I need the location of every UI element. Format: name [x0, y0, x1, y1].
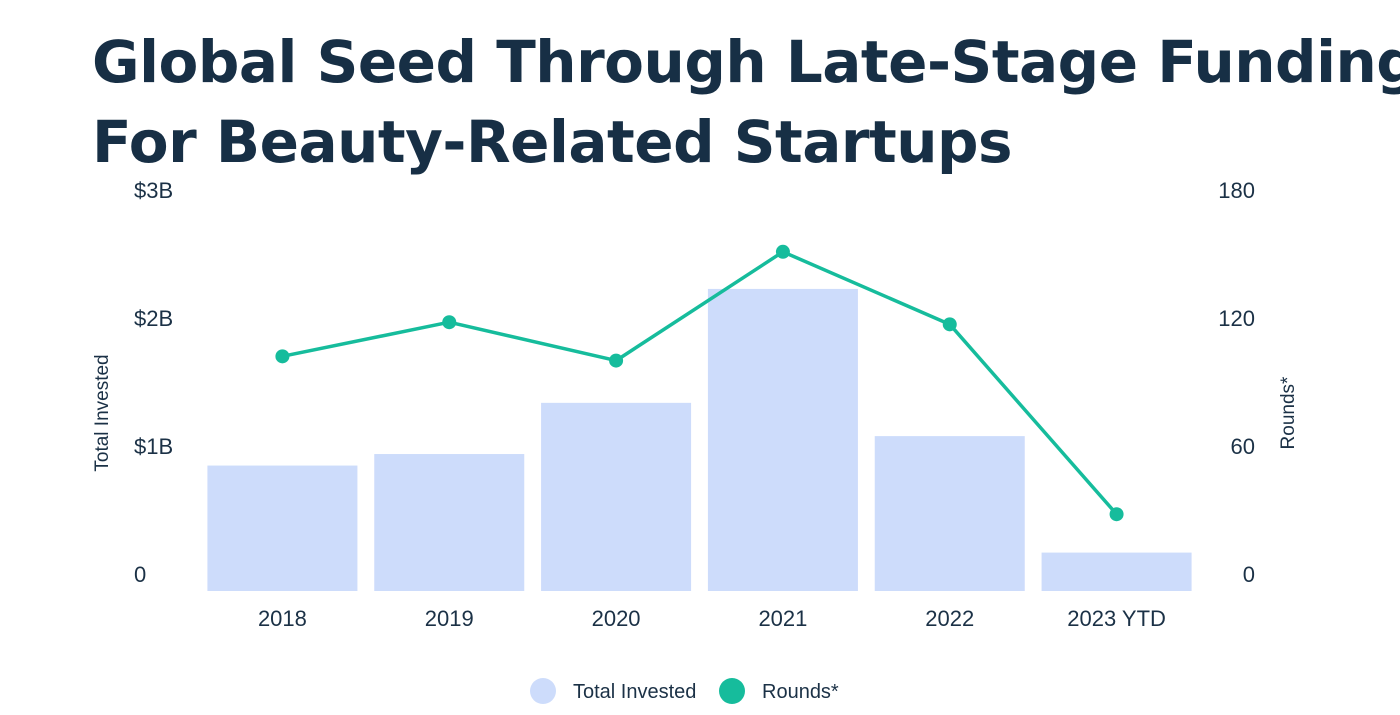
rounds-point: [442, 315, 457, 330]
left-y-tick-label: $2B: [134, 306, 173, 331]
left-y-tick-label: $3B: [134, 178, 173, 203]
rounds-line: [282, 250, 1118, 516]
legend: Total Invested Rounds*: [530, 678, 839, 704]
left-y-tick-label: 0: [134, 562, 146, 587]
rounds-point: [775, 244, 790, 259]
x-axis: 2018 2019 2020 2021 2022 2023 YTD: [258, 606, 1166, 631]
x-tick-label: 2019: [425, 606, 474, 631]
right-y-tick-label: 0: [1243, 562, 1255, 587]
x-tick-label: 2020: [592, 606, 641, 631]
x-tick-label: 2021: [758, 606, 807, 631]
right-y-tick-label: 180: [1218, 178, 1255, 203]
chart-title-line-1: Global Seed Through Late-Stage Funding: [92, 28, 1400, 96]
left-y-axis-label: Total Invested: [92, 354, 113, 471]
legend-label-rounds: Rounds*: [762, 681, 839, 703]
x-tick-label: 2018: [258, 606, 307, 631]
bar-series: [207, 288, 1192, 591]
bar: [874, 436, 1025, 591]
rounds-point: [609, 353, 624, 368]
bar: [207, 465, 358, 591]
left-y-tick-label: $1B: [134, 434, 173, 459]
bar: [707, 288, 858, 591]
right-y-tick-label: 120: [1218, 306, 1255, 331]
line-series: [275, 244, 1124, 522]
legend-label-total-invested: Total Invested: [573, 681, 696, 703]
chart-title-line-2: For Beauty-Related Startups: [92, 108, 1013, 176]
chart-title: Global Seed Through Late-Stage Funding F…: [92, 22, 1400, 182]
bar: [374, 454, 525, 591]
right-y-tick-label: 60: [1231, 434, 1255, 459]
bar: [1041, 552, 1192, 591]
rounds-point: [942, 317, 957, 332]
x-tick-label: 2022: [925, 606, 974, 631]
legend-swatch-rounds: [719, 678, 745, 704]
bar: [541, 402, 692, 591]
right-y-axis-label: Rounds*: [1278, 376, 1299, 449]
rounds-point: [275, 349, 290, 364]
right-y-axis: 0 60 120 180: [1218, 178, 1255, 587]
left-y-axis: 0 $1B $2B $3B: [134, 178, 173, 587]
legend-swatch-total-invested: [530, 678, 556, 704]
x-tick-label: 2023 YTD: [1067, 606, 1166, 631]
rounds-point: [1109, 507, 1124, 522]
